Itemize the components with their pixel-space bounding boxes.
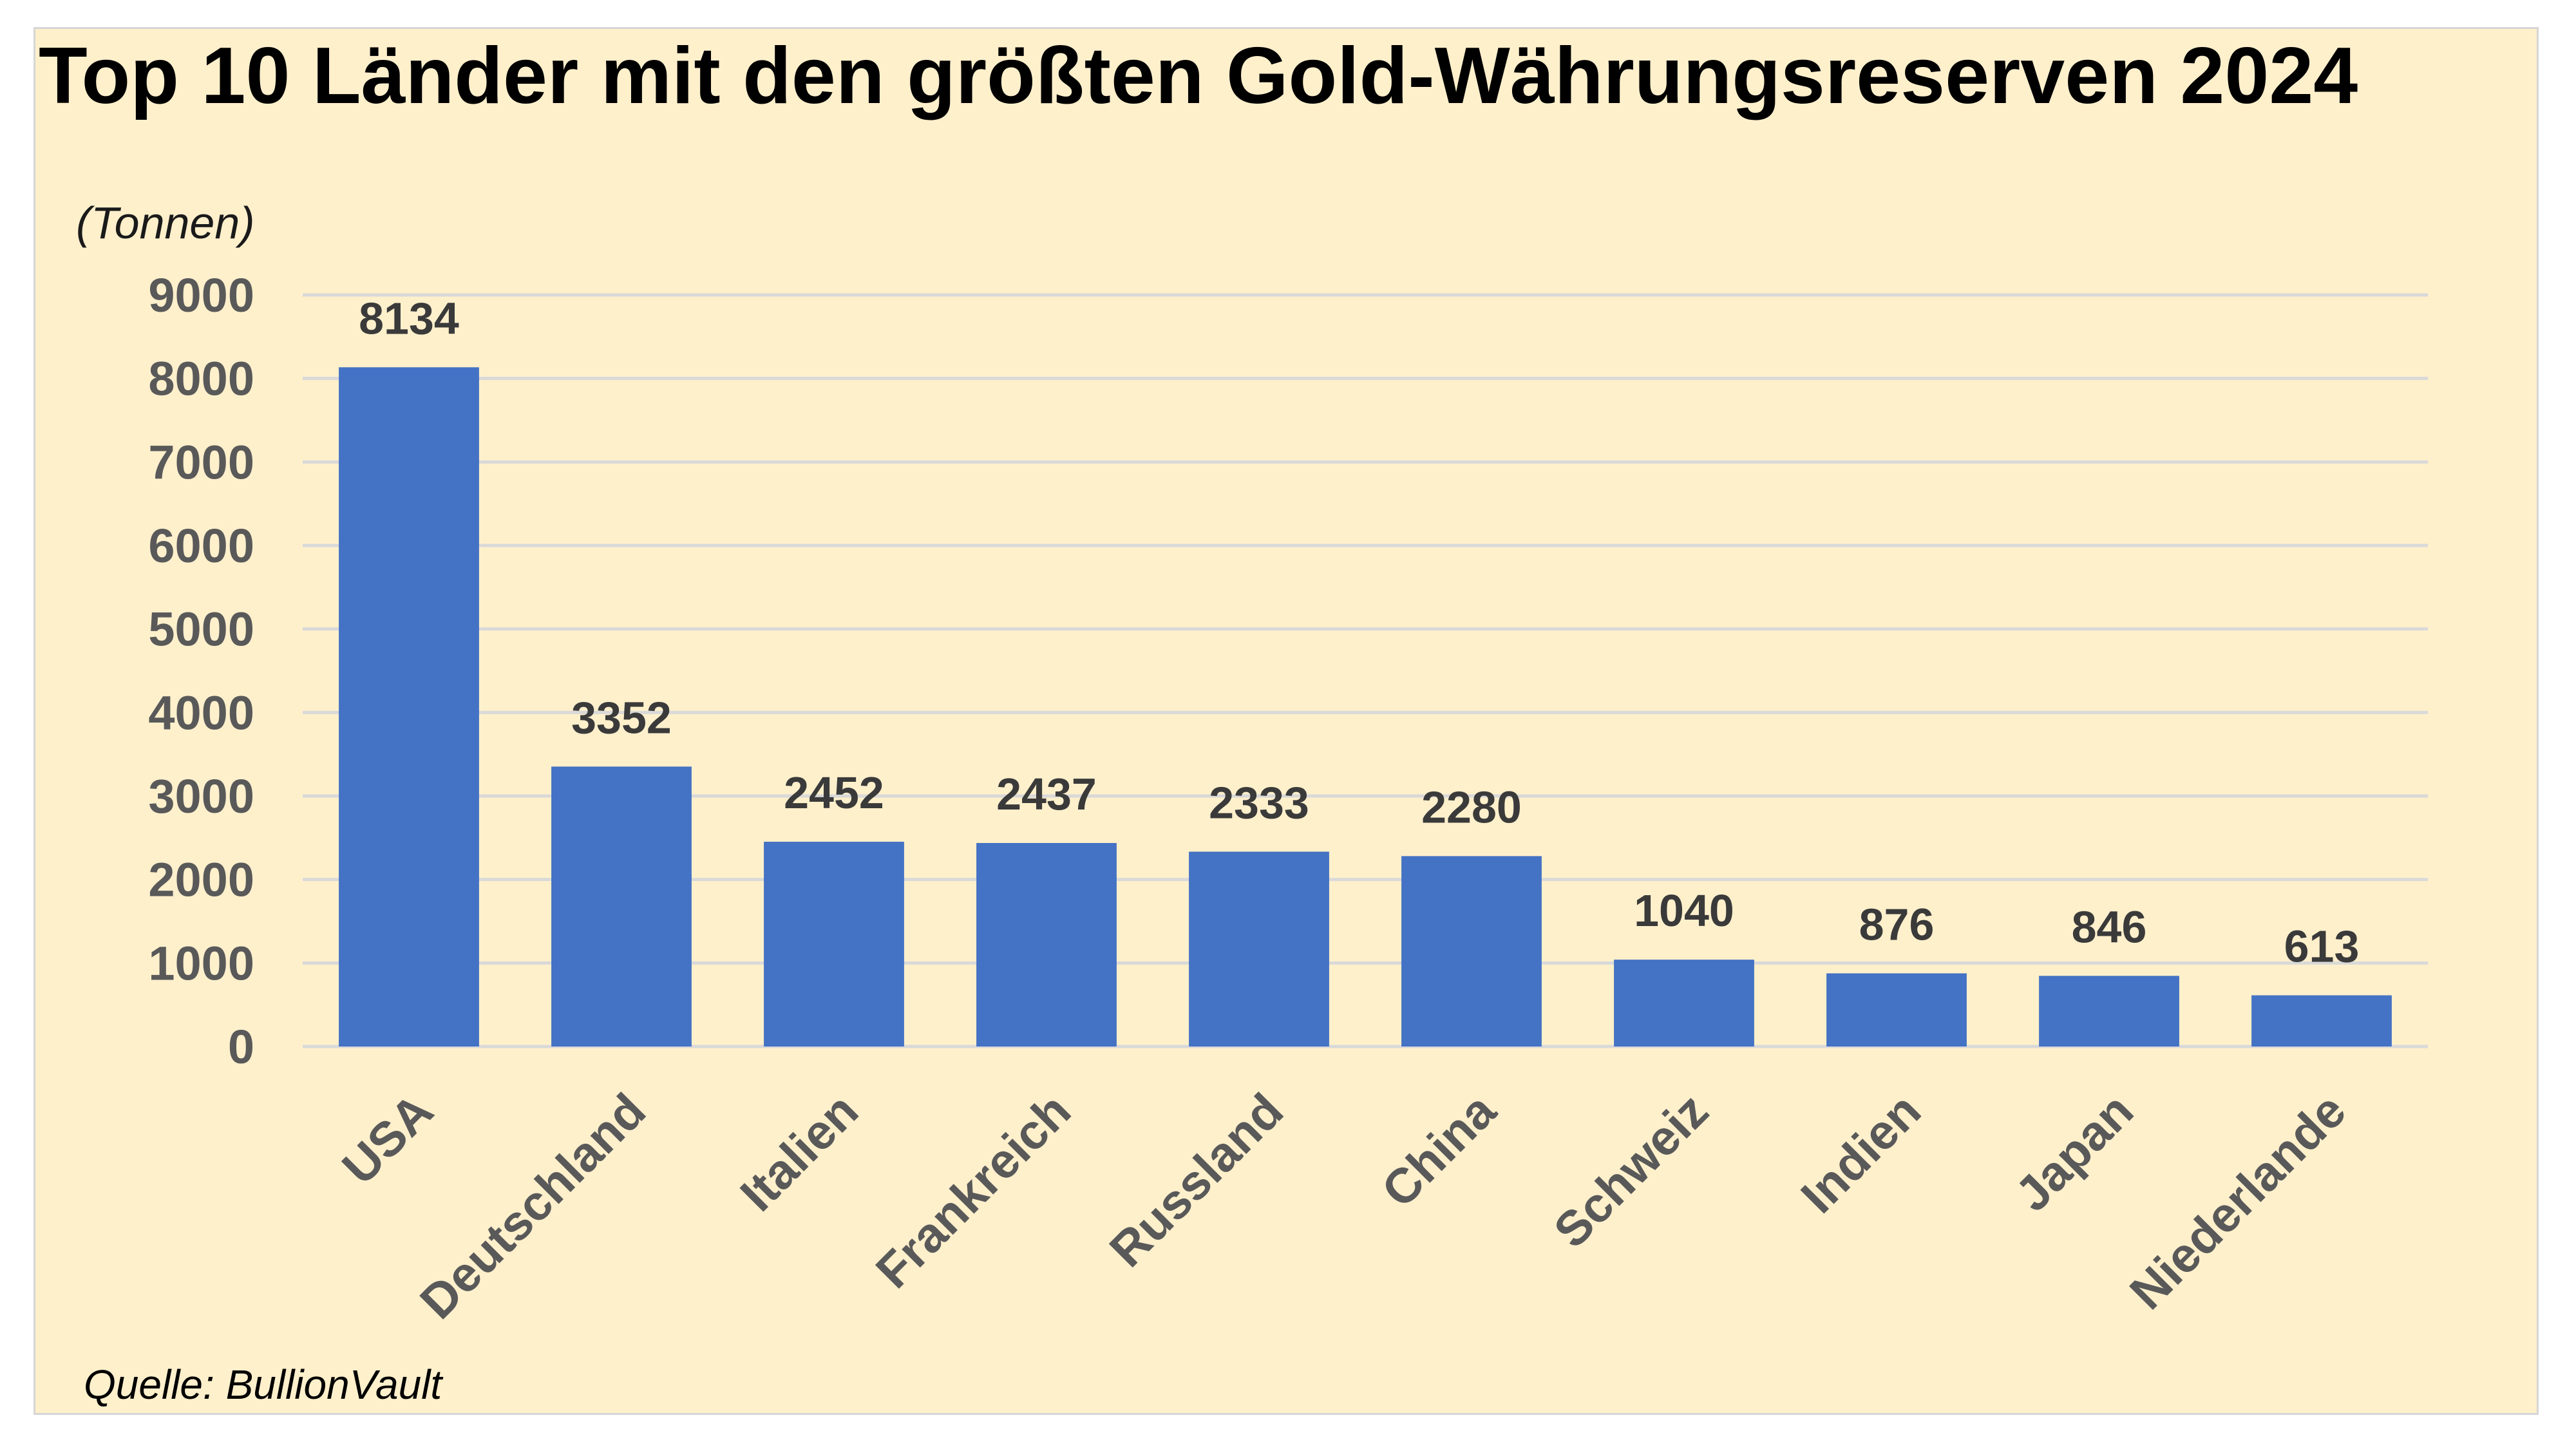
x-tick-label: Indien — [1791, 1083, 1931, 1224]
y-axis-ticks: 0 1000 2000 3000 4000 5000 6000 7000 8000 9000 — [148, 269, 254, 1074]
y-tick-label: 0 — [228, 1020, 254, 1074]
gridlines — [303, 293, 2428, 1048]
bar-japan — [2039, 976, 2179, 1046]
bar-usa — [339, 367, 479, 1047]
bar-frankreich — [976, 843, 1117, 1046]
data-label: 2280 — [1421, 782, 1522, 832]
y-tick-label: 5000 — [148, 603, 254, 656]
x-tick-label: Deutschland — [410, 1083, 656, 1330]
data-label: 3352 — [571, 692, 672, 743]
x-tick-label: Japan — [2005, 1083, 2144, 1222]
y-tick-label: 2000 — [148, 853, 254, 907]
data-label: 613 — [2284, 922, 2360, 972]
bar-indien — [1826, 973, 1967, 1046]
data-label: 876 — [1859, 899, 1935, 949]
bar-deutschland — [551, 766, 692, 1046]
chart-title: Top 10 Länder mit den größten Gold-Währu… — [39, 32, 2358, 120]
bar-russland — [1189, 851, 1329, 1046]
data-label: 1040 — [1634, 886, 1734, 936]
x-tick-label: Russland — [1099, 1083, 1294, 1278]
x-tick-label: Frankreich — [866, 1083, 1081, 1299]
data-label: 2333 — [1209, 777, 1309, 828]
y-tick-label: 4000 — [148, 686, 254, 739]
x-tick-label: Niederlande — [2119, 1083, 2356, 1320]
y-tick-label: 1000 — [148, 936, 254, 990]
y-tick-label: 8000 — [148, 352, 254, 406]
bar-china — [1401, 856, 1542, 1046]
y-tick-label: 6000 — [148, 519, 254, 573]
source-note: Quelle: BullionVault — [84, 1361, 443, 1408]
data-label: 2452 — [784, 768, 884, 818]
bar-schweiz — [1614, 960, 1754, 1046]
data-label: 846 — [2072, 902, 2147, 952]
bars — [339, 367, 2392, 1047]
data-labels: 8134 3352 2452 2437 2333 2280 1040 876 846 613 — [359, 293, 2359, 971]
x-tick-label: USA — [332, 1083, 444, 1195]
y-tick-label: 3000 — [148, 770, 254, 823]
x-tick-label: Schweiz — [1544, 1083, 1719, 1258]
x-tick-label: Italien — [730, 1083, 869, 1222]
x-tick-label: China — [1372, 1083, 1507, 1218]
data-label: 2437 — [996, 769, 1097, 819]
y-tick-label: 7000 — [148, 435, 254, 489]
bar-niederlande — [2251, 995, 2392, 1046]
data-label: 8134 — [359, 293, 459, 343]
y-unit-label: (Tonnen) — [76, 198, 255, 248]
y-tick-label: 9000 — [148, 269, 254, 322]
bar-italien — [764, 842, 904, 1046]
